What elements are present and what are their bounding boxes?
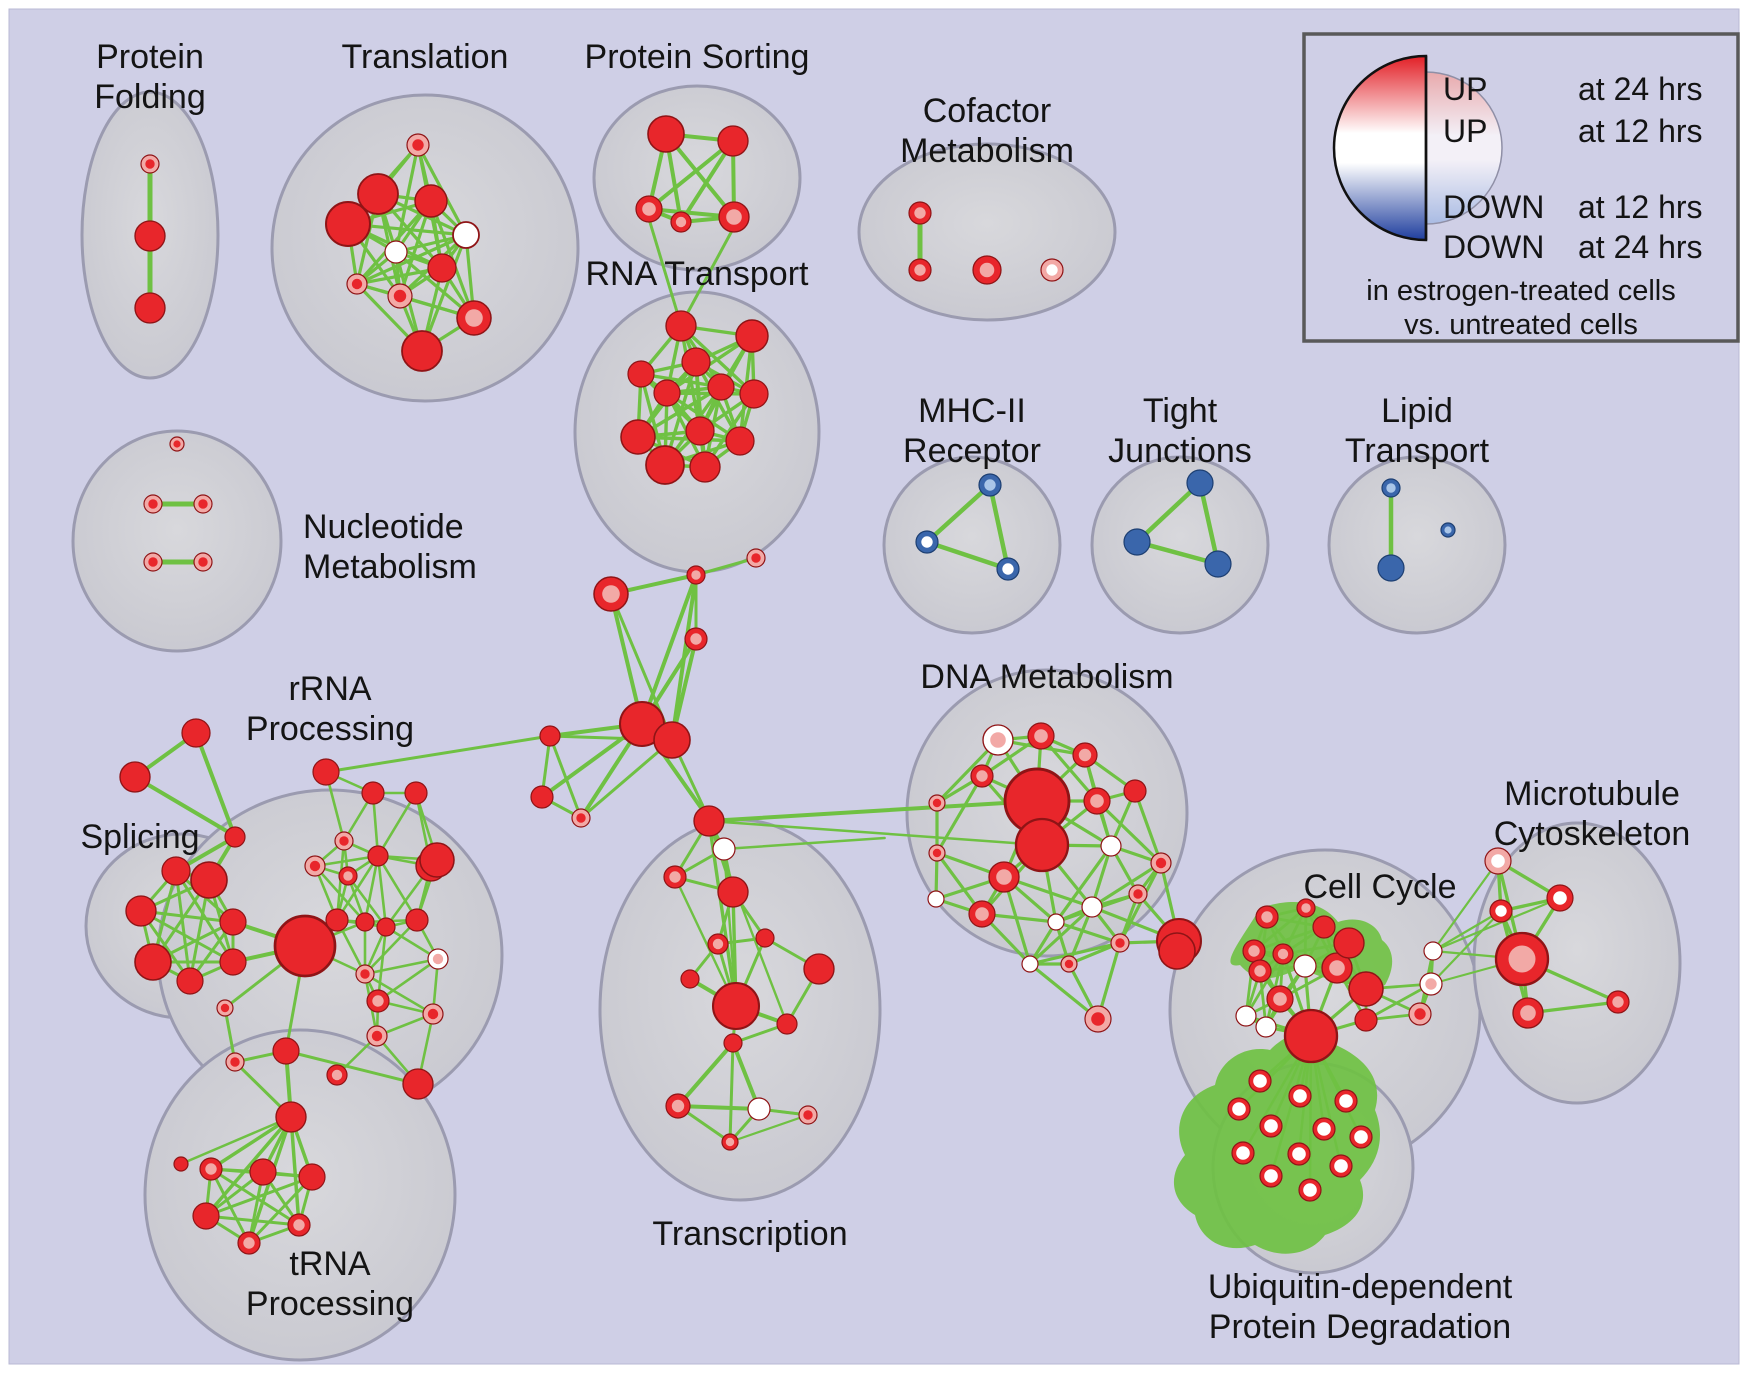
svg-text:Folding: Folding: [94, 78, 206, 116]
svg-text:MHC-II: MHC-II: [918, 392, 1026, 430]
svg-text:rRNA: rRNA: [288, 670, 371, 708]
svg-text:vs. untreated cells: vs. untreated cells: [1404, 309, 1638, 341]
svg-text:Protein Sorting: Protein Sorting: [585, 38, 810, 76]
svg-text:Cofactor: Cofactor: [923, 92, 1052, 130]
svg-text:DOWN: DOWN: [1443, 189, 1544, 225]
svg-text:Nucleotide: Nucleotide: [303, 508, 464, 546]
svg-text:in estrogen-treated cells: in estrogen-treated cells: [1366, 275, 1676, 307]
svg-text:Processing: Processing: [246, 710, 414, 748]
svg-text:Receptor: Receptor: [903, 432, 1041, 470]
svg-text:Ubiquitin-dependent: Ubiquitin-dependent: [1208, 1268, 1513, 1306]
svg-text:Translation: Translation: [342, 38, 509, 76]
svg-text:Protein Degradation: Protein Degradation: [1209, 1308, 1511, 1346]
svg-text:Lipid: Lipid: [1381, 392, 1453, 430]
svg-text:at 12 hrs: at 12 hrs: [1578, 113, 1703, 149]
svg-text:Metabolism: Metabolism: [303, 548, 477, 586]
svg-text:Metabolism: Metabolism: [900, 132, 1074, 170]
svg-text:Transcription: Transcription: [652, 1215, 847, 1253]
svg-text:at 24 hrs: at 24 hrs: [1578, 229, 1703, 265]
svg-text:UP: UP: [1443, 113, 1487, 149]
svg-text:Processing: Processing: [246, 1285, 414, 1323]
svg-text:DOWN: DOWN: [1443, 229, 1544, 265]
svg-text:Cytoskeleton: Cytoskeleton: [1494, 815, 1691, 853]
svg-text:at 24 hrs: at 24 hrs: [1578, 71, 1703, 107]
svg-text:Protein: Protein: [96, 38, 204, 76]
svg-text:Splicing: Splicing: [80, 818, 199, 856]
svg-text:at 12 hrs: at 12 hrs: [1578, 189, 1703, 225]
svg-text:Transport: Transport: [1345, 432, 1490, 470]
svg-text:UP: UP: [1443, 71, 1487, 107]
svg-text:Junctions: Junctions: [1108, 432, 1252, 470]
svg-text:Microtubule: Microtubule: [1504, 775, 1680, 813]
svg-text:Cell Cycle: Cell Cycle: [1303, 868, 1456, 906]
svg-text:RNA Transport: RNA Transport: [586, 255, 810, 293]
svg-text:Tight: Tight: [1143, 392, 1218, 430]
svg-text:DNA Metabolism: DNA Metabolism: [920, 658, 1173, 696]
svg-text:tRNA: tRNA: [289, 1245, 371, 1283]
